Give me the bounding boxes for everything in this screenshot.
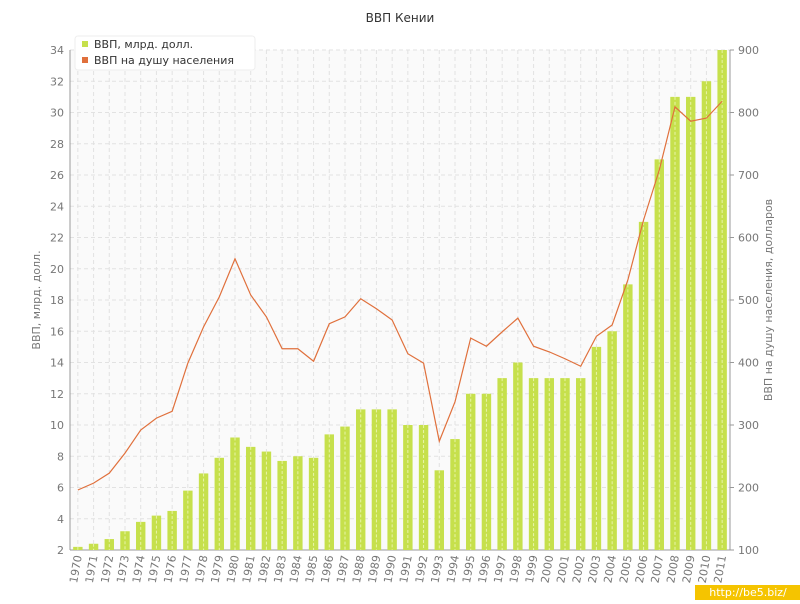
legend-label: ВВП на душу населения: [94, 54, 234, 67]
bar: [167, 510, 177, 550]
x-tick-label: 1996: [476, 554, 494, 584]
y-tick-label: 8: [57, 450, 64, 463]
bar: [277, 460, 287, 550]
x-tick-label: 1985: [303, 554, 321, 584]
bar: [607, 331, 617, 550]
x-tick-label: 1997: [491, 554, 509, 584]
y-tick-label: 34: [50, 44, 64, 57]
y2-tick-label: 100: [738, 544, 759, 557]
y-tick-label: 28: [50, 138, 64, 151]
x-tick-label: 1995: [460, 554, 478, 584]
y-tick-label: 18: [50, 294, 64, 307]
legend: ВВП, млрд. долл. ВВП на душу населения: [74, 35, 256, 71]
bar: [638, 221, 649, 550]
x-tick-label: 1992: [413, 554, 431, 584]
x-tick-label: 2002: [570, 554, 588, 584]
x-tick-label: 1986: [319, 554, 337, 584]
y-axis-label: ВВП, млрд. долл.: [30, 250, 43, 349]
y2-axis-label: ВВП на душу населения, долларов: [762, 199, 775, 401]
watermark: http://be5.biz/: [709, 586, 787, 599]
legend-swatch: [82, 57, 88, 63]
y-tick-label: 32: [50, 75, 64, 88]
y-tick-label: 26: [50, 169, 64, 182]
y-tick-label: 12: [50, 388, 64, 401]
y-tick-label: 4: [57, 513, 64, 526]
x-tick-label: 1983: [271, 554, 289, 584]
x-tick-label: 1989: [366, 554, 384, 584]
x-tick-label: 1984: [287, 554, 305, 584]
y2-tick-label: 200: [738, 482, 759, 495]
y-tick-label: 16: [50, 325, 64, 338]
bar: [466, 393, 476, 550]
x-tick-label: 1998: [507, 554, 525, 584]
y-tick-label: 6: [57, 482, 64, 495]
y2-tick-label: 300: [738, 419, 759, 432]
y-tick-label: 14: [50, 357, 64, 370]
bar: [136, 521, 146, 550]
x-tick-label: 2006: [633, 554, 651, 584]
y-tick-label: 10: [50, 419, 64, 432]
y2-tick-label: 500: [738, 294, 759, 307]
x-tick-label: 2008: [664, 554, 682, 584]
x-tick-label: 1980: [224, 554, 242, 584]
bar: [434, 470, 444, 550]
x-tick-label: 1999: [523, 554, 541, 584]
bar: [261, 451, 272, 550]
x-tick-label: 1975: [146, 554, 164, 584]
x-tick-label: 1977: [177, 554, 195, 584]
x-tick-label: 2005: [617, 554, 635, 584]
legend-swatch: [82, 41, 88, 47]
x-tick-label: 1994: [444, 554, 462, 584]
legend-label: ВВП, млрд. долл.: [94, 38, 193, 51]
x-tick-label: 1990: [381, 554, 399, 584]
x-tick-label: 1987: [334, 554, 352, 584]
y2-tick-label: 700: [738, 169, 759, 182]
bar: [88, 543, 99, 550]
bar: [701, 81, 712, 550]
x-tick-label: 2010: [696, 554, 714, 584]
chart-title: ВВП Кении: [366, 11, 435, 25]
x-tick-label: 1974: [130, 554, 148, 584]
y-tick-label: 30: [50, 107, 64, 120]
legend-box: [74, 35, 256, 71]
x-tick-label: 2007: [649, 554, 667, 584]
bar: [513, 362, 523, 550]
x-tick-label: 1979: [209, 554, 227, 584]
x-tick-label: 1988: [350, 554, 368, 584]
y2-tick-label: 600: [738, 232, 759, 245]
x-tick-label: 1970: [67, 554, 85, 584]
x-tick-label: 2000: [539, 554, 557, 584]
bar: [183, 490, 193, 550]
x-tick-label: 1972: [99, 554, 117, 584]
y2-tick-label: 900: [738, 44, 759, 57]
x-tick-label: 2004: [601, 554, 619, 584]
bar: [120, 531, 130, 550]
line: [77, 100, 723, 491]
watermark-bg: [695, 585, 800, 600]
bar: [481, 393, 492, 550]
x-tick-label: 2001: [554, 554, 572, 584]
y-tick-label: 24: [50, 200, 64, 213]
bar: [198, 473, 209, 550]
x-tick-label: 1971: [83, 554, 101, 584]
y2-tick-label: 800: [738, 107, 759, 120]
x-tick-label: 2011: [711, 554, 729, 584]
x-tick-label: 1993: [429, 554, 447, 584]
y-tick-label: 2: [57, 544, 64, 557]
x-tick-label: 1973: [114, 554, 132, 584]
x-tick-label: 2003: [586, 554, 604, 584]
x-tick-label: 1981: [240, 554, 258, 584]
x-tick-label: 1978: [193, 554, 211, 584]
y-tick-label: 22: [50, 232, 64, 245]
x-tick-label: 1982: [256, 554, 274, 584]
x-tick-label: 1991: [397, 554, 415, 584]
x-tick-label: 1976: [161, 554, 179, 584]
y-tick-label: 20: [50, 263, 64, 276]
y2-tick-label: 400: [738, 357, 759, 370]
x-tick-label: 2009: [680, 554, 698, 584]
